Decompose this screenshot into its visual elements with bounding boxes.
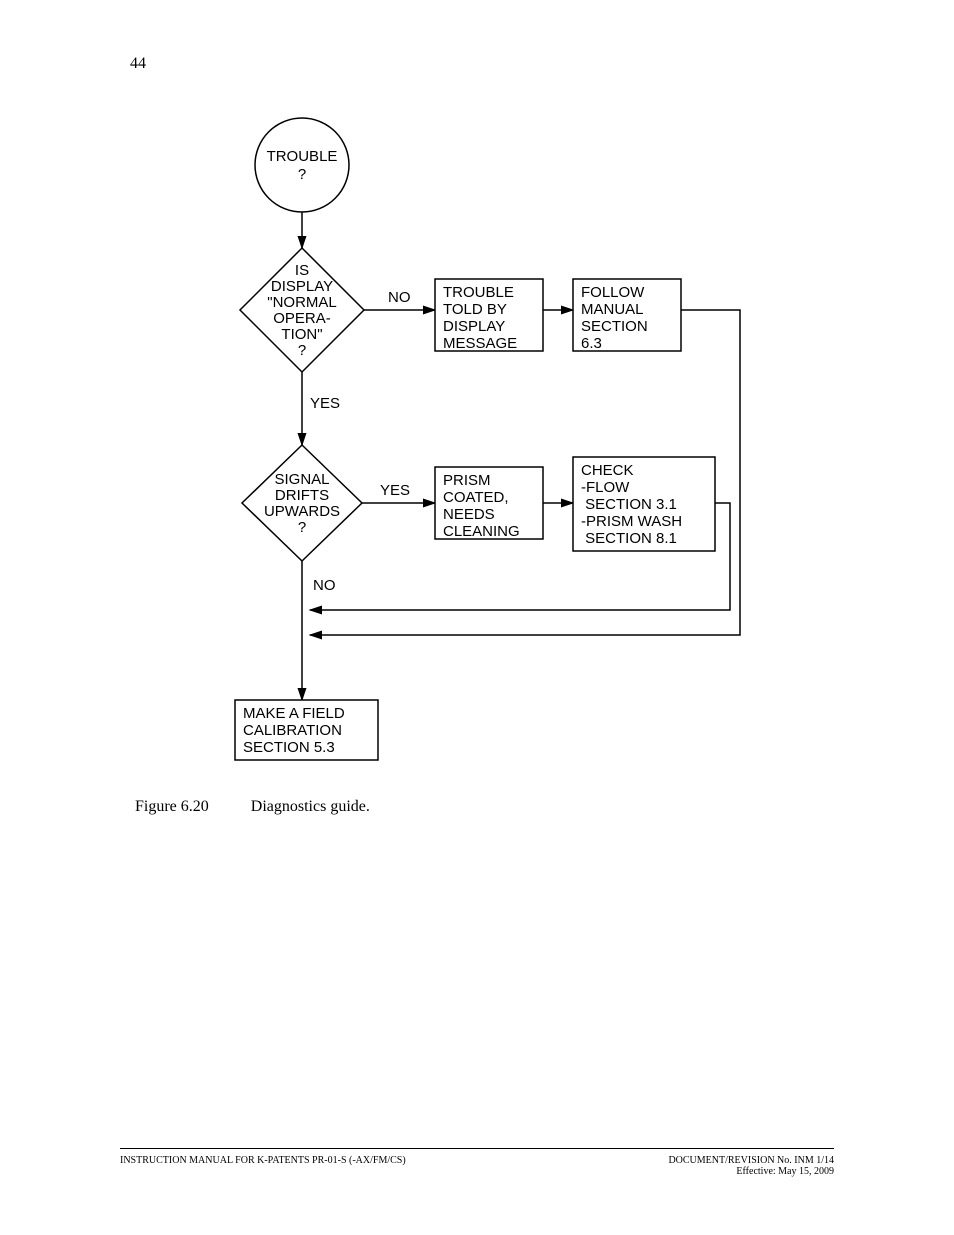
flowchart-svg: NO YES YES NO TROUBLE? ISDISPLAY"NORMALOPERA… (0, 0, 954, 790)
figure-caption: Figure 6.20 Diagnostics guide. (135, 798, 370, 816)
footer-rule (120, 1148, 834, 1149)
node-dec2: SIGNALDRIFTSUPWARDS? (242, 445, 362, 561)
footer-doc-rev: DOCUMENT/REVISION No. INM 1/14 (668, 1155, 834, 1166)
node-box2a: PRISMCOATED,NEEDSCLEANING (435, 467, 543, 540)
edge-label: YES (380, 482, 410, 499)
footer-left: INSTRUCTION MANUAL FOR K-PATENTS PR-01-S… (120, 1155, 406, 1166)
node-box1b: FOLLOWMANUALSECTION6.3 (573, 279, 681, 352)
node-dec1: ISDISPLAY"NORMALOPERA-TION"? (240, 248, 364, 372)
edge-label: NO (313, 577, 336, 594)
edge-label: NO (388, 289, 411, 306)
node-box1a: TROUBLETOLD BYDISPLAYMESSAGE (435, 279, 543, 352)
document-page: 44 NOYESYESNO TROUBLE?ISDISPLAY"NORMALOP… (0, 0, 954, 1235)
figure-label: Figure 6.20 (135, 798, 209, 815)
edge-label: YES (310, 395, 340, 412)
node-end: MAKE A FIELDCALIBRATIONSECTION 5.3 (235, 700, 378, 760)
svg-text:MAKE A FIELDCALIBRATIONSECTION: MAKE A FIELDCALIBRATIONSECTION 5.3 (243, 705, 345, 756)
figure-caption-text: Diagnostics guide. (251, 798, 370, 815)
node-box2b: CHECK-FLOW SECTION 3.1-PRISM WASH SECTIO… (573, 457, 715, 551)
node-start: TROUBLE? (255, 118, 349, 212)
footer-right: DOCUMENT/REVISION No. INM 1/14 Effective… (668, 1155, 834, 1177)
footer-effective-date: Effective: May 15, 2009 (668, 1166, 834, 1177)
